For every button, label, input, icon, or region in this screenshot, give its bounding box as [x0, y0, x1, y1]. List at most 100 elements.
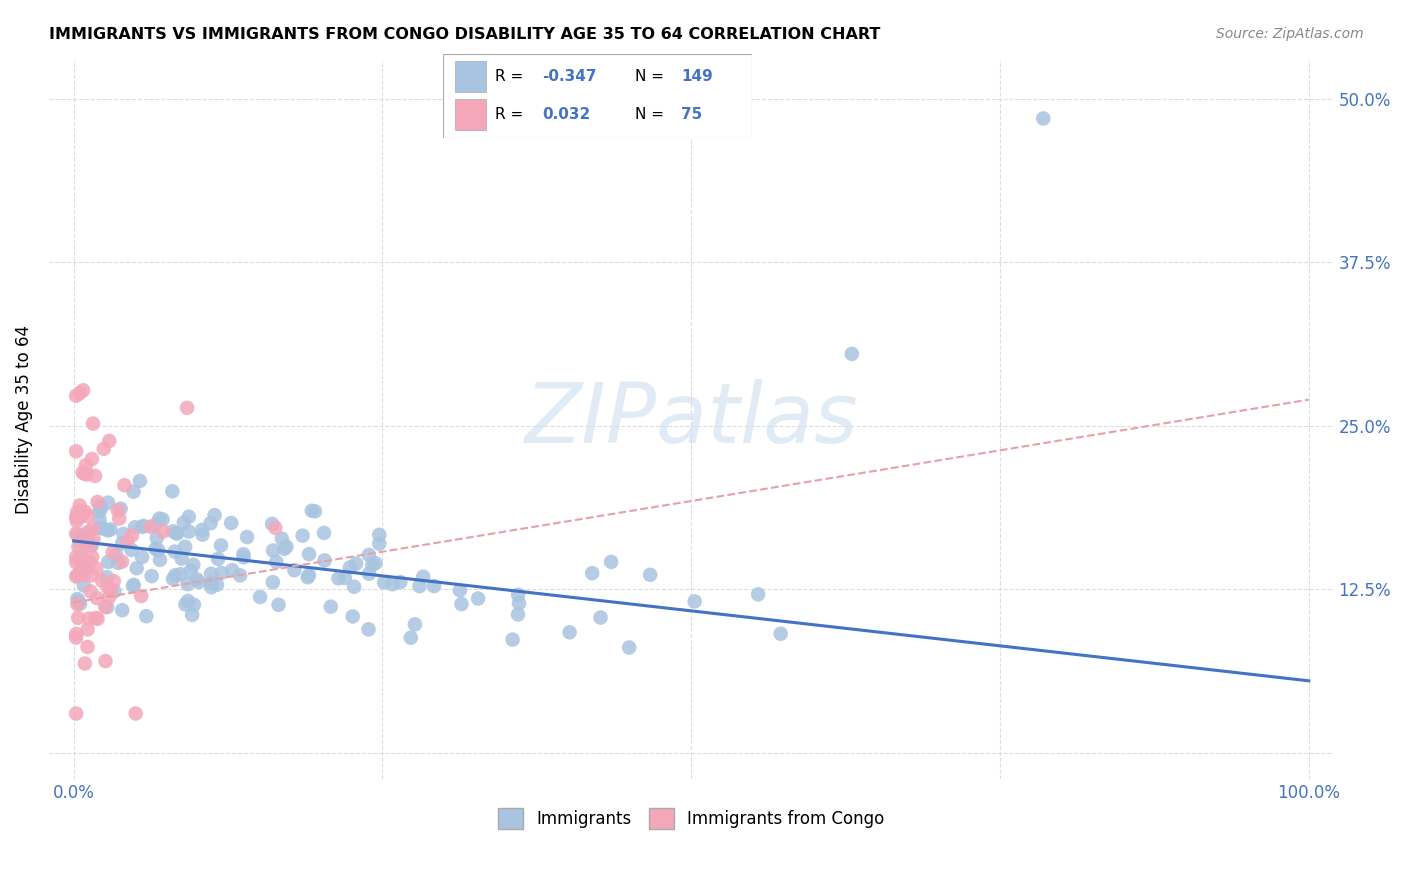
- Point: [79, 524, 101, 539]
- Point: [364, 556, 387, 570]
- Point: [76, 640, 98, 654]
- Point: [72, 568, 94, 582]
- Point: [97, 555, 120, 569]
- Point: [124, 520, 146, 534]
- Legend: Immigrants, Immigrants from Congo: Immigrants, Immigrants from Congo: [492, 802, 891, 835]
- Point: [96, 570, 118, 584]
- Point: [82, 532, 104, 546]
- Point: [70, 509, 93, 524]
- Point: [84, 469, 107, 483]
- Point: [423, 579, 446, 593]
- Point: [270, 532, 292, 546]
- Point: [1032, 112, 1054, 126]
- Point: [262, 543, 284, 558]
- Point: [152, 524, 174, 539]
- Bar: [456, 62, 486, 92]
- Point: [200, 566, 222, 581]
- Point: [381, 577, 404, 591]
- Text: R =: R =: [495, 107, 529, 122]
- Point: [841, 347, 863, 361]
- Text: Source: ZipAtlas.com: Source: ZipAtlas.com: [1216, 27, 1364, 41]
- Point: [219, 516, 242, 530]
- Point: [343, 580, 366, 594]
- Point: [100, 523, 122, 537]
- Point: [77, 534, 100, 549]
- Point: [173, 516, 195, 530]
- Point: [65, 389, 87, 403]
- Point: [229, 568, 252, 582]
- Point: [114, 478, 136, 492]
- Point: [186, 572, 208, 586]
- Point: [128, 474, 150, 488]
- Point: [163, 544, 186, 558]
- Y-axis label: Disability Age 35 to 64: Disability Age 35 to 64: [15, 325, 32, 514]
- Point: [131, 520, 153, 534]
- Point: [65, 569, 87, 583]
- Point: [89, 513, 111, 527]
- Point: [333, 571, 356, 585]
- Point: [166, 526, 188, 541]
- Point: [96, 580, 118, 594]
- Point: [162, 572, 184, 586]
- Point: [67, 540, 90, 554]
- Point: [200, 516, 222, 531]
- Point: [87, 505, 110, 519]
- Point: [141, 569, 163, 583]
- FancyBboxPatch shape: [443, 54, 752, 138]
- Point: [298, 568, 321, 582]
- Point: [314, 553, 336, 567]
- Point: [69, 555, 91, 569]
- Point: [103, 584, 125, 599]
- Point: [298, 547, 321, 561]
- Point: [84, 611, 107, 625]
- Point: [177, 524, 200, 539]
- Point: [183, 558, 205, 572]
- Point: [297, 570, 319, 584]
- Point: [67, 611, 90, 625]
- Point: [75, 526, 97, 541]
- Text: 75: 75: [681, 107, 703, 122]
- Point: [180, 564, 202, 578]
- Point: [232, 550, 254, 565]
- Point: [86, 591, 108, 605]
- Point: [368, 528, 391, 542]
- Point: [191, 527, 214, 541]
- Point: [558, 625, 581, 640]
- Point: [69, 499, 91, 513]
- Point: [162, 484, 184, 499]
- Point: [69, 504, 91, 518]
- Point: [90, 501, 112, 516]
- Point: [89, 521, 111, 535]
- Point: [399, 631, 422, 645]
- Point: [135, 609, 157, 624]
- Point: [344, 557, 367, 571]
- Point: [72, 551, 94, 566]
- Point: [66, 514, 89, 528]
- Point: [683, 594, 706, 608]
- Point: [65, 555, 87, 569]
- Point: [94, 599, 117, 614]
- Point: [176, 401, 198, 415]
- Point: [176, 577, 198, 591]
- Point: [187, 574, 209, 589]
- Text: N =: N =: [634, 69, 668, 84]
- Point: [65, 550, 87, 565]
- Point: [638, 567, 661, 582]
- Point: [122, 578, 145, 592]
- Point: [73, 505, 96, 519]
- Point: [502, 632, 524, 647]
- Point: [174, 598, 197, 612]
- Point: [342, 609, 364, 624]
- Point: [110, 501, 132, 516]
- Point: [66, 510, 89, 524]
- Point: [124, 706, 146, 721]
- Point: [267, 598, 290, 612]
- Text: 149: 149: [681, 69, 713, 84]
- Point: [181, 607, 204, 622]
- Point: [129, 589, 152, 603]
- Text: R =: R =: [495, 69, 529, 84]
- Point: [69, 386, 91, 401]
- Point: [97, 496, 120, 510]
- Point: [449, 583, 471, 598]
- Point: [69, 597, 91, 611]
